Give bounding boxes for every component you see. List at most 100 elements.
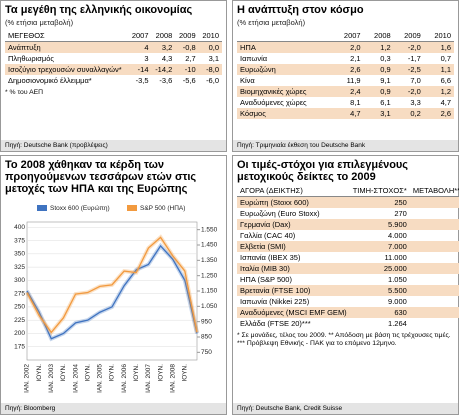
legend-swatch <box>37 205 47 211</box>
cell: 27,4 <box>410 230 459 241</box>
cell: -3,6 <box>159 76 173 85</box>
row: ΗΠΑ (S&P 500) 1.05021,9 <box>237 274 459 285</box>
x-tick-label: ΙΟΥΝ. <box>60 364 67 382</box>
cell: 27,9 <box>409 241 459 252</box>
panel: Η ανάπτυξη στον κόσμο (% ετήσια μεταβολή)… <box>232 0 459 152</box>
cell: 8,1 <box>350 98 361 107</box>
cell: Ελβετία (SMI) <box>237 241 350 252</box>
cell: ΗΠΑ (S&P 500) <box>240 275 292 284</box>
cell: 5.500 <box>349 285 410 296</box>
cell: 2,6 <box>423 108 454 119</box>
cell: 29,5 <box>409 196 459 208</box>
row: Γαλλία (CAC 40) 4.00027,4 <box>237 230 459 241</box>
cell: -2,0 <box>393 41 424 53</box>
y2-tick-label: 950 <box>201 318 212 325</box>
row: Ευρωζώνη 2,6 0,9 -2,5 1,1 <box>237 64 454 75</box>
cell: Ανάπτυξη <box>5 41 129 53</box>
cell: 27,4 <box>410 208 459 219</box>
cell: 5.900 <box>349 219 410 230</box>
y-tick-label: 350 <box>14 251 25 258</box>
cell: 2,4 <box>333 86 364 97</box>
source: Πηγή: Bloomberg <box>1 403 226 414</box>
cell: Δημοσιονομικό έλλειμμα* <box>8 76 92 85</box>
cell: 2,7 <box>185 54 196 63</box>
row: Κίνα 11,9 9,1 7,0 6,6 <box>237 75 454 86</box>
header-cell: ΑΓΟΡΑ (ΔΕΙΚΤΗΣ) <box>237 185 350 197</box>
source: Πηγή: Deutsche Bank, Credit Suisse <box>233 403 458 414</box>
row: Δημοσιονομικό έλλειμμα* -3,5 -3,6 -5,6 -6,0 <box>5 75 222 86</box>
row: Κόσμος 4,7 3,1 0,2 2,6 <box>237 108 454 119</box>
cell: 7.000 <box>349 241 410 252</box>
table: ΜΕΓΕΘΟΣ 2007 2008 2009 2010 Ανάπτυξη 4 3,2 -0,8 0… <box>5 30 222 86</box>
cell: 0,3 <box>380 54 391 63</box>
y2-tick-label: 1.550 <box>201 226 218 233</box>
legend-label: S&P 500 (ΗΠΑ) <box>140 205 185 212</box>
row: Πληθωρισμός 3 4,3 2,7 3,1 <box>5 53 222 64</box>
cell: -2,5 <box>393 64 424 75</box>
panel: Το 2008 χάθηκαν τα κέρδη των προηγούμενω… <box>0 155 227 415</box>
header-row: ΑΓΟΡΑ (ΔΕΙΚΤΗΣ)ΤΙΜΗ-ΣΤΟΧΟΣ*ΜΕΤΑΒΟΛΗ** (%… <box>237 185 459 197</box>
cell: 4.000 <box>388 231 407 240</box>
cell: -14 <box>128 64 152 75</box>
table: 2007 2008 2009 2010 ΗΠΑ 2,0 1,2 -2,0 1,6 Ιαπωνία 2… <box>237 30 454 119</box>
cell: ΗΠΑ <box>237 41 334 53</box>
cell: 6,6 <box>440 76 451 85</box>
cell: 630 <box>349 307 410 318</box>
cell: 1,2 <box>363 41 394 53</box>
cell: 4 <box>128 41 152 53</box>
cell: Ιαπωνία <box>240 54 268 63</box>
cell: -5,6 <box>182 76 196 85</box>
y2-tick-label: 850 <box>201 334 212 341</box>
cell: -1,7 <box>407 54 421 63</box>
cell: 3,3 <box>410 98 421 107</box>
y-tick-label: 200 <box>14 330 25 337</box>
y2-tick-label: 1.150 <box>201 288 218 295</box>
x-tick-label: ΙΑΝ. 2005 <box>97 364 104 393</box>
y2-tick-label: 1.250 <box>201 272 218 279</box>
cell: Κίνα <box>240 76 255 85</box>
cell: 3,1 <box>208 54 219 63</box>
cell: -14,2 <box>151 64 176 75</box>
row: Ιαπωνία 2,1 0,3 -1,7 0,7 <box>237 53 454 64</box>
cell: 0,2 <box>393 108 424 119</box>
cell: Ευρώπη (Stoxx 600) <box>237 196 350 208</box>
y-tick-label: 400 <box>14 224 25 231</box>
header-cell: 2007 <box>333 30 364 42</box>
row: Γερμανία (Dax)5.90031,8 <box>237 219 459 230</box>
y-tick-label: 375 <box>14 237 25 244</box>
header-cell: ΜΕΤΑΒΟΛΗ** (%) <box>409 185 459 197</box>
source: Πηγή: Deutsche Bank (προβλέψεις) <box>1 140 226 151</box>
cell: 31,8 <box>409 219 459 230</box>
x-tick-label: ΙΟΥΝ. <box>133 364 140 382</box>
header-cell: 2009 <box>175 30 199 42</box>
row: Ισπανία (IBEX 35) 11.00027,1 <box>237 252 459 263</box>
row: Ιταλία (MIB 30)25.00032,4 <box>237 263 459 274</box>
y-tick-label: 250 <box>14 304 25 311</box>
cell: -10 <box>175 64 199 75</box>
header-cell: 2009 <box>393 30 424 42</box>
cell: -8,0 <box>198 64 222 75</box>
y-tick-label: 300 <box>14 277 25 284</box>
row: Βρετανία (FTSE 100)5.50026,2 <box>237 285 459 296</box>
header-cell: 2010 <box>423 30 454 42</box>
row: Ισοζύγιο τρεχουσών συναλλαγών* -14 -14,2 -1… <box>5 64 222 75</box>
header-cell: ΜΕΓΕΘΟΣ <box>5 30 129 42</box>
row: Ανάπτυξη 4 3,2 -0,8 0,0 <box>5 41 222 53</box>
x-tick-label: ΙΑΝ. 2002 <box>24 364 31 393</box>
x-tick-label: ΙΟΥΝ. <box>36 364 43 382</box>
cell: Ιαπωνία (Nikkei 225) <box>240 297 310 306</box>
header-cell: 2007 <box>128 30 152 42</box>
cell: 1,2 <box>423 86 454 97</box>
subtitle: (% ετήσια μεταβολή) <box>5 18 74 27</box>
cell: 32,4 <box>409 263 459 274</box>
y-tick-label: 325 <box>14 264 25 271</box>
row: Ελβετία (SMI)7.00027,9 <box>237 241 459 252</box>
cell: 1,6 <box>423 41 454 53</box>
cell: 9,1 <box>380 76 391 85</box>
y2-tick-label: 750 <box>201 349 212 356</box>
cell: 32,9 <box>410 318 459 329</box>
cell: Ισπανία (IBEX 35) <box>240 253 301 262</box>
cell: 270 <box>394 209 407 218</box>
cell: Αναδυόμενες (MSCI EMF GEM) <box>237 307 350 318</box>
